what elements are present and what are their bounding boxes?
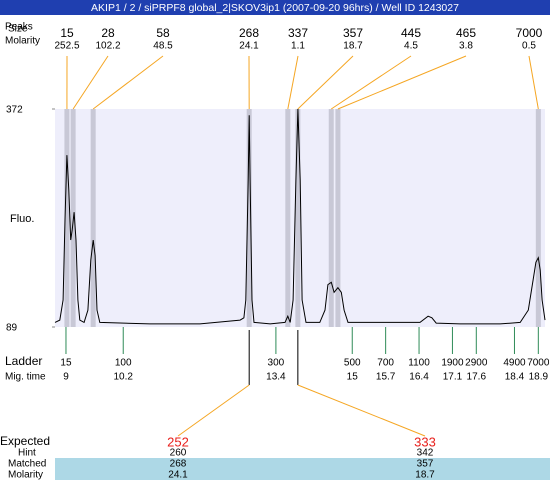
peak-connector (298, 56, 353, 109)
ladder-time: 13.4 (266, 372, 286, 383)
hint-size: 342 (417, 448, 434, 459)
peak-molarity: 48.5 (153, 41, 173, 52)
ladder-size: 100 (115, 358, 132, 369)
peak-molarity: 24.1 (239, 41, 259, 52)
peak-connector (93, 56, 163, 109)
hint-size: 260 (170, 448, 187, 459)
ladder-size: 1100 (408, 358, 430, 369)
molarity-row-bg (55, 469, 550, 480)
ladder-size: 300 (268, 358, 285, 369)
size-label: Size (8, 24, 28, 35)
ladder-size: 4900 (503, 358, 526, 369)
peak-molarity: 102.2 (95, 41, 120, 52)
expected-connector (298, 385, 425, 436)
hint-label: Hint (18, 448, 36, 459)
mig-time-label: Mig. time (5, 372, 46, 383)
matched-size: 357 (417, 459, 434, 470)
peak-band (91, 109, 96, 327)
ladder-time: 17.6 (467, 372, 487, 383)
expected-connector (178, 385, 249, 436)
expected-molarity-label: Molarity (8, 470, 43, 480)
peak-band (536, 109, 541, 327)
ladder-label: Ladder (5, 354, 42, 368)
matched-row-bg (55, 458, 550, 469)
ladder-size: 500 (344, 358, 361, 369)
peak-size: 7000 (516, 26, 543, 40)
peak-molarity: 4.5 (404, 41, 418, 52)
matched-molarity: 24.1 (168, 470, 188, 480)
matched-label: Matched (8, 459, 46, 470)
peak-size: 357 (343, 26, 363, 40)
peak-size: 337 (288, 26, 308, 40)
peak-size: 445 (401, 26, 421, 40)
ladder-size: 2900 (465, 358, 488, 369)
peak-size: 58 (156, 26, 170, 40)
ladder-time: 15 (347, 372, 359, 383)
peak-connector (331, 56, 411, 109)
molarity-label: Molarity (5, 36, 40, 47)
ladder-size: 700 (377, 358, 394, 369)
peak-connector (338, 56, 466, 109)
peak-size: 28 (101, 26, 115, 40)
peak-band (285, 109, 290, 327)
ladder-size: 15 (60, 358, 72, 369)
peak-molarity: 0.5 (522, 41, 536, 52)
ladder-time: 9 (63, 372, 69, 383)
ladder-time: 16.4 (409, 372, 429, 383)
peak-connector (529, 56, 538, 109)
peak-band (295, 109, 300, 327)
ladder-time: 17.1 (443, 372, 463, 383)
peak-connector (73, 56, 108, 109)
peak-size: 15 (60, 26, 74, 40)
peak-size: 268 (239, 26, 259, 40)
peak-size: 465 (456, 26, 476, 40)
matched-size: 268 (170, 459, 187, 470)
peak-band (329, 109, 334, 327)
peak-band (335, 109, 340, 327)
expected-label: Expected (0, 434, 50, 448)
peak-connector (288, 56, 298, 109)
y-axis-label: Fluo. (10, 213, 34, 225)
y-tick-label: 372 (6, 105, 23, 116)
peak-molarity: 18.7 (343, 41, 363, 52)
y-tick-label: 89 (6, 323, 18, 334)
ladder-time: 15.7 (376, 372, 396, 383)
ladder-time: 18.9 (529, 372, 549, 383)
ladder-time: 18.4 (505, 372, 525, 383)
peak-molarity: 3.8 (459, 41, 473, 52)
matched-molarity: 18.7 (415, 470, 435, 480)
title: AKIP1 / 2 / siPRPF8 global_2|SKOV3ip1 (2… (91, 2, 459, 14)
ladder-time: 10.2 (113, 372, 133, 383)
peak-molarity: 252.5 (54, 41, 79, 52)
ladder-size: 1900 (441, 358, 464, 369)
ladder-size: 7000 (527, 358, 550, 369)
peak-molarity: 1.1 (291, 41, 305, 52)
